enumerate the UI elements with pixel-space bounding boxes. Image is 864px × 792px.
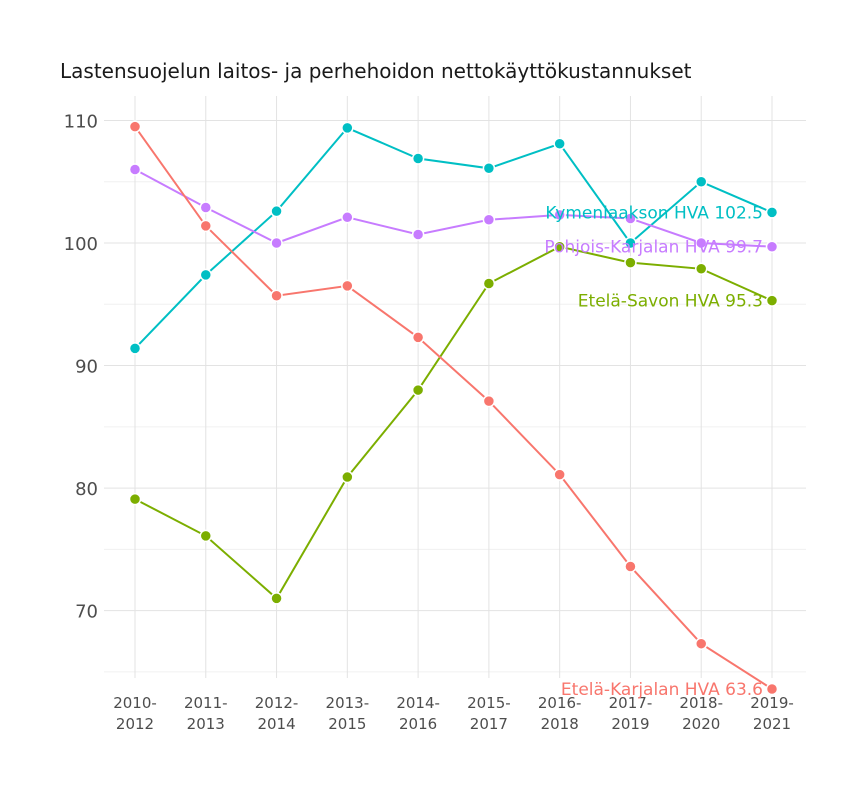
data-point <box>553 137 566 151</box>
data-point <box>270 289 283 302</box>
data-point <box>694 175 708 189</box>
data-point <box>199 268 213 282</box>
data-point <box>270 236 283 250</box>
x-tick-label: 2012- <box>255 694 299 712</box>
x-tick-label: 2019- <box>750 694 794 712</box>
data-point <box>553 240 566 253</box>
x-tick-label: 2014 <box>257 715 295 733</box>
x-tick-label: 2018- <box>679 694 723 712</box>
series-lines <box>134 126 773 690</box>
data-point <box>765 240 779 253</box>
data-point <box>694 637 708 650</box>
data-point <box>411 152 425 165</box>
x-tick-label: 2016 <box>399 715 437 733</box>
data-point <box>341 121 354 135</box>
series-points <box>128 120 779 696</box>
data-point <box>765 294 779 307</box>
y-tick-label: 110 <box>64 112 98 133</box>
data-point <box>341 470 354 484</box>
data-point <box>128 342 142 355</box>
data-point <box>128 120 142 133</box>
grid <box>104 96 806 678</box>
data-point <box>482 277 496 290</box>
data-point <box>199 201 213 214</box>
x-tick-label: 2012 <box>116 715 154 733</box>
data-point <box>128 163 142 176</box>
x-tick-label: 2018 <box>541 715 579 733</box>
data-point <box>765 206 779 219</box>
y-axis: 70 80 90 100 110 <box>64 112 98 623</box>
x-tick-label: 2010- <box>113 694 157 712</box>
y-tick-label: 100 <box>64 234 98 255</box>
x-tick-label: 2013- <box>326 694 370 712</box>
data-point <box>270 204 283 218</box>
data-point <box>482 162 496 175</box>
series-end-label: Etelä-Karjalan HVA 63.6 <box>561 680 763 700</box>
data-point <box>694 262 708 276</box>
y-tick-label: 90 <box>75 357 98 378</box>
x-tick-label: 2011- <box>184 694 228 712</box>
series-end-label: Kymenlaakson HVA 102.5 <box>545 203 763 223</box>
data-point <box>341 211 354 224</box>
data-point <box>624 236 637 250</box>
series-line <box>134 126 773 690</box>
data-point <box>482 394 496 408</box>
data-point <box>694 236 708 250</box>
series-line <box>134 245 773 600</box>
y-tick-label: 70 <box>75 602 98 623</box>
data-point <box>270 592 283 605</box>
data-point <box>199 219 213 233</box>
x-tick-label: 2015 <box>328 715 366 733</box>
x-tick-label: 2017 <box>470 715 508 733</box>
data-point <box>411 331 425 344</box>
data-point <box>624 560 637 573</box>
series-line <box>134 126 773 350</box>
data-point <box>411 228 425 241</box>
x-axis: 2010- 2012 2011- 2013 2012- 2014 2013- 2015 2014… <box>113 694 794 733</box>
data-point <box>553 468 566 481</box>
data-point <box>482 213 496 227</box>
data-point <box>624 212 637 225</box>
x-tick-label: 2016- <box>538 694 582 712</box>
x-tick-label: 2020 <box>682 715 720 733</box>
x-tick-label: 2013 <box>187 715 225 733</box>
x-tick-label: 2017- <box>609 694 653 712</box>
data-point <box>765 682 779 696</box>
x-tick-label: 2014- <box>396 694 440 712</box>
data-point <box>128 492 142 506</box>
series-end-label: Pohjois-Karjalan HVA 99.7 <box>544 238 763 258</box>
data-point <box>624 256 637 269</box>
x-tick-label: 2021 <box>753 715 791 733</box>
data-point <box>553 208 566 222</box>
data-point <box>199 529 213 543</box>
data-point <box>411 383 425 397</box>
chart-title: Lastensuojelun laitos- ja perhehoidon ne… <box>60 59 692 83</box>
series-end-labels: Kymenlaakson HVA 102.5 Pohjois-Karjalan H… <box>544 203 763 700</box>
series-line <box>134 168 773 248</box>
data-point <box>341 279 354 293</box>
series-end-label: Etelä-Savon HVA 95.3 <box>578 292 763 312</box>
y-tick-label: 80 <box>75 479 98 500</box>
x-tick-label: 2015- <box>467 694 511 712</box>
x-tick-label: 2019 <box>611 715 649 733</box>
